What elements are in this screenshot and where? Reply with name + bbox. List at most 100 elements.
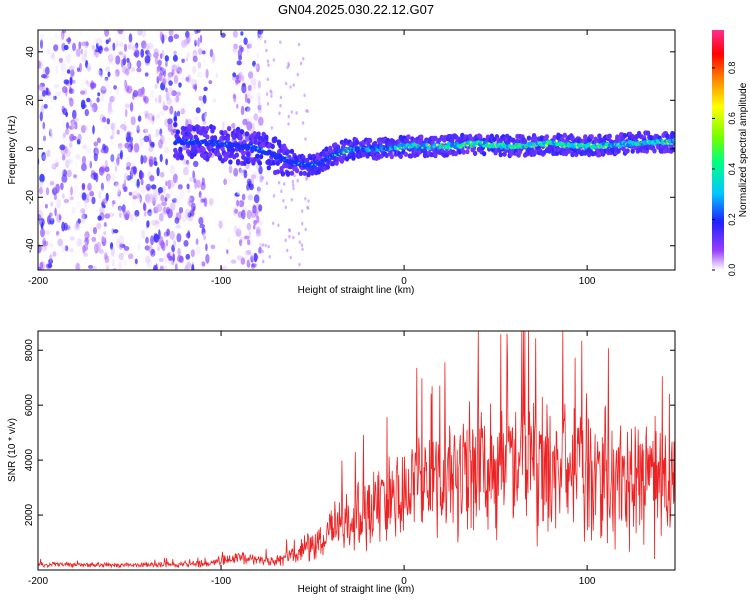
noise-blob	[99, 130, 104, 136]
noise-blob	[55, 77, 61, 84]
noise-blob	[60, 71, 66, 81]
noise-blob	[235, 256, 239, 265]
noise-blob	[49, 180, 55, 186]
noise-blob	[272, 194, 276, 198]
noise-blob	[197, 48, 202, 53]
noise-blob	[196, 179, 201, 189]
noise-blob	[39, 173, 45, 183]
noise-blob	[158, 139, 163, 149]
noise-blob	[187, 159, 190, 168]
ridge-halo-cell	[552, 134, 557, 141]
noise-blob	[265, 181, 269, 185]
noise-blob	[104, 76, 109, 81]
ridge-halo-cell	[205, 125, 210, 132]
noise-blob	[210, 263, 216, 270]
snr-y-axis: 2000 4000 6000 8000	[24, 339, 675, 526]
noise-blob	[145, 236, 149, 244]
noise-blob	[162, 78, 167, 86]
noise-blob	[54, 32, 60, 40]
noise-blob	[175, 199, 179, 205]
noise-blob	[142, 128, 149, 134]
noise-blob	[136, 192, 141, 199]
noise-blob	[116, 195, 122, 200]
noise-blob	[102, 143, 106, 151]
noise-blob	[39, 111, 43, 122]
noise-blob	[237, 31, 241, 38]
spectrogram-frame	[37, 29, 676, 271]
noise-blob	[146, 220, 150, 228]
noise-blob	[55, 162, 59, 167]
noise-blob	[124, 103, 131, 109]
noise-blob	[184, 185, 188, 193]
noise-blob	[296, 178, 299, 183]
noise-blob	[284, 205, 287, 210]
noise-blob	[84, 49, 88, 58]
ridge-halo-cell	[315, 152, 320, 158]
noise-blob	[83, 199, 88, 209]
noise-blob	[167, 208, 173, 219]
y-tick-label: 40	[25, 46, 36, 58]
spectrogram-x-axis: -200 -100 0 100	[28, 30, 596, 287]
noise-blob	[256, 33, 263, 41]
noise-blob	[272, 221, 275, 226]
noise-blob	[244, 93, 248, 103]
noise-blob	[101, 235, 105, 244]
noise-blob	[62, 30, 67, 34]
ridge-halo-cell	[294, 168, 300, 174]
noise-blob	[110, 122, 116, 131]
noise-blob	[83, 252, 89, 257]
noise-blob	[119, 93, 123, 102]
noise-blob	[60, 34, 64, 42]
noise-blob	[265, 48, 268, 53]
noise-blob	[123, 246, 130, 251]
noise-blob	[113, 229, 119, 234]
noise-blob	[198, 95, 203, 101]
noise-blob	[42, 154, 48, 161]
noise-blob	[67, 157, 74, 165]
ridge-halo-cell	[670, 133, 675, 139]
noise-blob	[153, 48, 159, 55]
noise-blob	[66, 169, 72, 178]
noise-blob	[53, 95, 57, 101]
noise-blob	[43, 103, 48, 109]
noise-blob	[87, 182, 92, 191]
ridge-halo-cell	[398, 153, 403, 159]
noise-blob	[189, 218, 195, 224]
noise-blob	[61, 244, 67, 254]
noise-blob	[69, 140, 72, 149]
noise-blob	[157, 244, 161, 251]
noise-blob	[96, 37, 103, 47]
noise-blob	[72, 54, 77, 59]
noise-blob	[162, 187, 167, 192]
noise-blob	[63, 198, 70, 204]
noise-blob	[195, 35, 198, 44]
noise-blob	[202, 228, 206, 235]
noise-blob	[44, 203, 48, 209]
noise-blob	[71, 208, 75, 217]
noise-blob	[235, 228, 242, 237]
noise-blob	[38, 104, 43, 110]
noise-blob	[182, 79, 186, 88]
noise-blob	[184, 208, 191, 219]
noise-blob	[243, 30, 247, 33]
noise-blob	[105, 66, 111, 72]
noise-blob	[287, 114, 290, 119]
noise-blob	[144, 126, 151, 134]
noise-blob	[137, 150, 141, 161]
noise-blob	[75, 154, 81, 160]
noise-blob	[292, 186, 295, 191]
noise-blob	[38, 88, 42, 93]
noise-blob	[81, 182, 85, 190]
noise-blob	[93, 128, 100, 134]
noise-blob	[248, 40, 253, 49]
noise-blob	[194, 83, 197, 92]
noise-blob	[134, 258, 138, 265]
noise-blob	[124, 43, 127, 52]
ridge-halo-cell	[226, 126, 232, 132]
noise-blob	[49, 124, 54, 134]
snr-y-label: SNR (10 * v/v)	[7, 418, 18, 482]
noise-blob	[175, 64, 181, 72]
noise-blob	[81, 64, 86, 74]
ridge-halo-cell	[228, 159, 233, 165]
noise-blob	[56, 134, 60, 145]
